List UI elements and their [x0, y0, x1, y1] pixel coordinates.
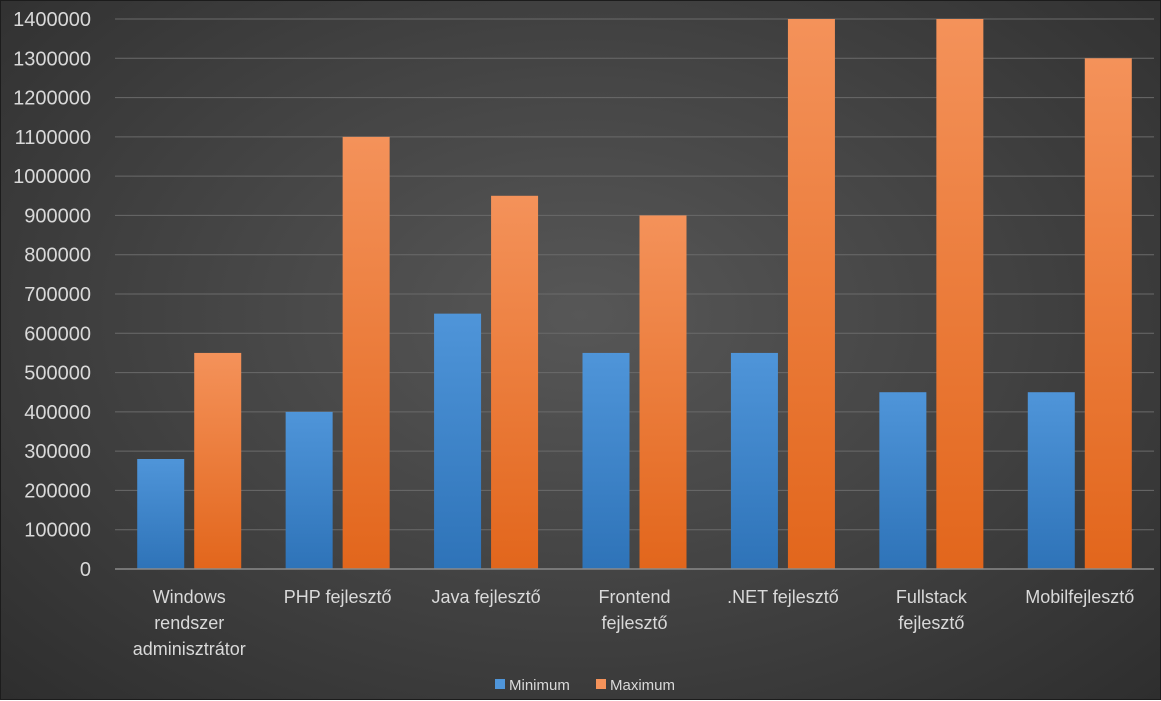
x-category-label: Fullstack fejlesztő: [896, 587, 968, 633]
y-tick-label: 1400000: [13, 9, 91, 31]
y-tick-label: 300000: [24, 441, 91, 463]
y-tick-label: 1000000: [13, 166, 91, 188]
legend-label-minimum: Minimum: [509, 677, 570, 694]
y-axis-tick-labels: 0 100000 200000 300000 400000 500000 600000 700…: [13, 9, 91, 581]
y-tick-label: 200000: [24, 480, 91, 502]
x-category-label: Java fejlesztő: [432, 587, 541, 607]
y-tick-label: 0: [80, 559, 91, 581]
legend-swatch-minimum: [495, 679, 505, 689]
y-tick-label: 800000: [24, 245, 91, 267]
bar-minimum: [434, 313, 482, 569]
x-category-label: Frontend fejlesztő: [598, 587, 670, 633]
legend: Minimum Maximum: [495, 677, 675, 694]
x-axis-category-labels: Windows rendszer adminisztrátor PHP fejlesz…: [133, 587, 1135, 659]
x-category-label: Windows rendszer adminisztrátor: [133, 587, 246, 659]
bar-minimum: [137, 459, 185, 569]
x-category-label: PHP fejlesztő: [284, 587, 392, 607]
y-tick-label: 500000: [24, 363, 91, 385]
y-tick-label: 1300000: [13, 48, 91, 70]
y-tick-label: 100000: [24, 520, 91, 542]
bar-maximum: [639, 215, 687, 569]
y-tick-label: 1100000: [15, 127, 91, 149]
bar-minimum: [730, 352, 778, 569]
x-category-label: .NET fejlesztő: [727, 587, 839, 607]
bar-minimum: [285, 411, 333, 569]
bars: [137, 19, 1132, 570]
y-tick-label: 1200000: [13, 88, 91, 110]
bar-minimum: [879, 392, 927, 569]
y-tick-label: 400000: [24, 402, 91, 424]
bar-maximum: [194, 352, 242, 569]
gridlines: [115, 18, 1154, 531]
y-tick-label: 900000: [24, 205, 91, 227]
y-tick-label: 700000: [24, 284, 91, 306]
bar-minimum: [1027, 392, 1075, 569]
y-tick-label: 600000: [24, 323, 91, 345]
legend-label-maximum: Maximum: [610, 677, 675, 694]
legend-swatch-maximum: [596, 679, 606, 689]
bar-maximum: [342, 136, 390, 569]
bar-maximum: [787, 19, 835, 569]
x-category-label: Mobilfejlesztő: [1025, 587, 1134, 607]
bar-maximum: [491, 195, 539, 570]
bar-maximum: [936, 19, 984, 569]
bar-minimum: [582, 352, 630, 569]
bar-maximum: [1084, 58, 1132, 570]
